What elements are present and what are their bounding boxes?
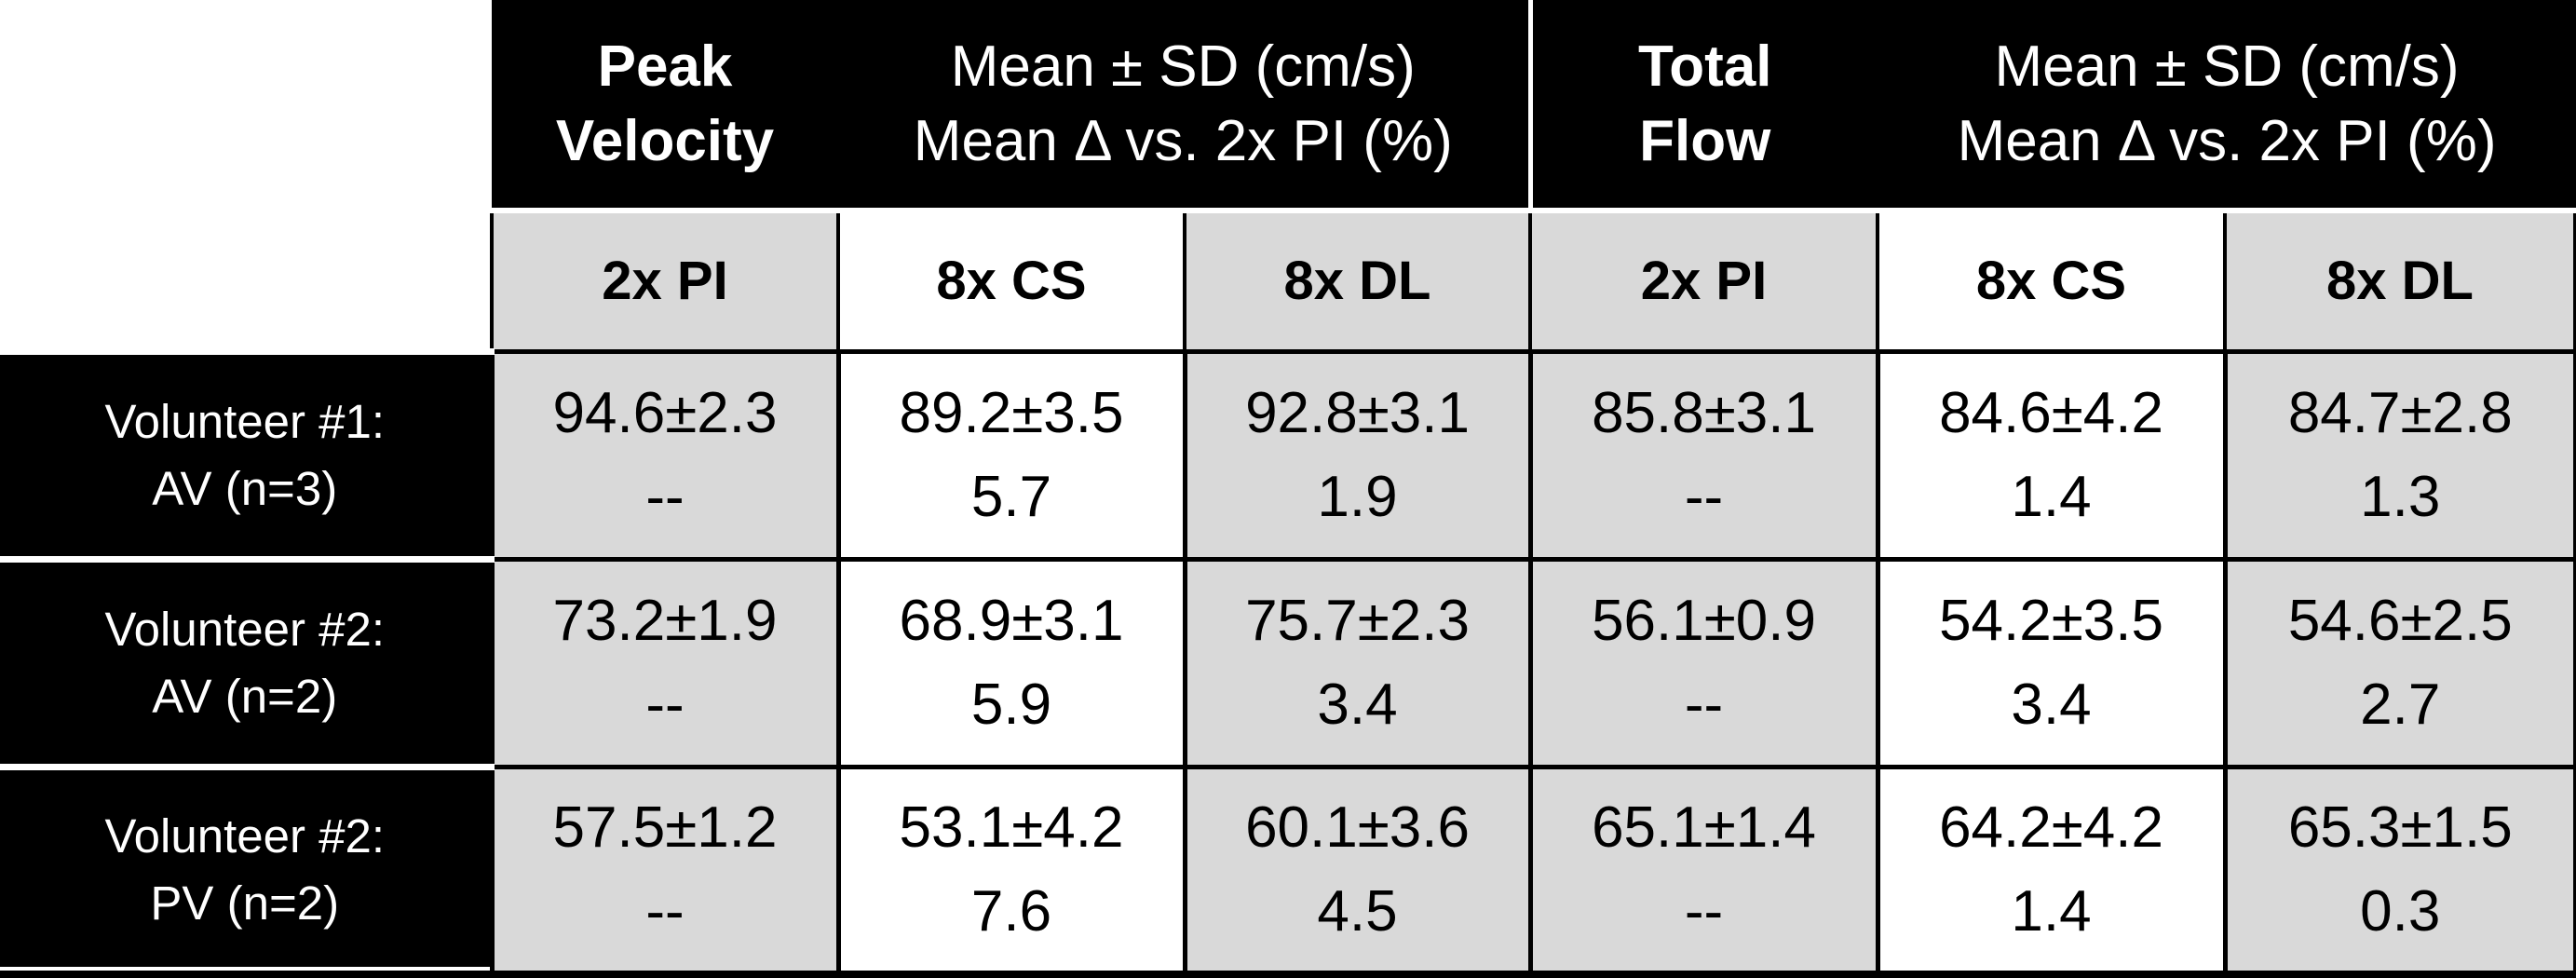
delta-value: 2.7 bbox=[2360, 672, 2441, 737]
mean-sd-value: 65.3±1.5 bbox=[2287, 795, 2513, 860]
table-cell: 85.8±3.1 -- bbox=[1527, 348, 1880, 562]
delta-value: 5.9 bbox=[970, 672, 1052, 737]
row-label: Volunteer #2: PV (n=2) bbox=[0, 763, 492, 978]
delta-value: 1.4 bbox=[2011, 878, 2092, 944]
mean-sd-value: 73.2±1.9 bbox=[552, 588, 778, 653]
table-cell: 57.5±1.2 -- bbox=[489, 764, 841, 978]
flow-stat-line1: Mean ± SD (cm/s) bbox=[1994, 34, 2460, 99]
delta-value: 1.4 bbox=[2011, 464, 2092, 529]
total-flow-group-header: Total Flow bbox=[1527, 0, 1878, 213]
peak-velocity-group-header: Peak Velocity bbox=[492, 0, 838, 213]
row-label-line2: AV (n=3) bbox=[152, 461, 338, 515]
column-header-8xdl-velocity: 8x DL bbox=[1182, 209, 1533, 353]
mean-sd-value: 64.2±4.2 bbox=[1939, 795, 2163, 860]
table-row-volunteer2-av: Volunteer #2: AV (n=2) 73.2±1.9 -- 68.9±… bbox=[0, 555, 2576, 769]
table-cell: 54.2±3.5 3.4 bbox=[1875, 556, 2228, 769]
table-cell: 65.3±1.5 0.3 bbox=[2222, 764, 2576, 978]
table-cell: 53.1±4.2 7.6 bbox=[835, 764, 1187, 978]
header-group-row: Peak Velocity Mean ± SD (cm/s) Mean Δ vs… bbox=[0, 0, 2576, 351]
table-row-volunteer1-av: Volunteer #1: AV (n=3) 94.6±2.3 -- 89.2±… bbox=[0, 347, 2576, 562]
row-label-line1: Volunteer #1: bbox=[104, 394, 386, 448]
row-label: Volunteer #2: AV (n=2) bbox=[0, 555, 492, 767]
total-flow-line2: Flow bbox=[1639, 108, 1771, 173]
mean-sd-value: 56.1±0.9 bbox=[1592, 588, 1816, 653]
column-header-8xcs-flow: 8x CS bbox=[1876, 209, 2228, 353]
delta-value: 3.4 bbox=[2011, 672, 2092, 737]
peak-velocity-line2: Velocity bbox=[555, 108, 775, 173]
column-header-8xdl-flow: 8x DL bbox=[2223, 209, 2576, 353]
table-cell: 92.8±3.1 1.9 bbox=[1182, 348, 1533, 562]
mean-sd-value: 68.9±3.1 bbox=[899, 588, 1124, 653]
delta-value: 7.6 bbox=[970, 878, 1052, 944]
table-cell: 89.2±3.5 5.7 bbox=[835, 348, 1187, 562]
table-cell: 60.1±3.6 4.5 bbox=[1182, 764, 1533, 978]
delta-value: -- bbox=[645, 672, 685, 737]
mean-sd-value: 60.1±3.6 bbox=[1245, 795, 1470, 860]
mean-sd-value: 65.1±1.4 bbox=[1592, 795, 1816, 860]
total-flow-line1: Total bbox=[1638, 34, 1772, 99]
mean-sd-value: 54.2±3.5 bbox=[1939, 588, 2163, 653]
row-label-line1: Volunteer #2: bbox=[104, 809, 386, 863]
table-cell: 75.7±2.3 3.4 bbox=[1182, 556, 1533, 769]
column-header-8xcs-velocity: 8x CS bbox=[836, 209, 1186, 353]
mean-sd-value: 57.5±1.2 bbox=[552, 795, 778, 860]
delta-value: 3.4 bbox=[1317, 672, 1398, 737]
delta-value: -- bbox=[645, 878, 685, 944]
peak-velocity-line1: Peak bbox=[597, 34, 733, 99]
table-cell: 84.6±4.2 1.4 bbox=[1875, 348, 2228, 562]
peak-velocity-stat-header: Mean ± SD (cm/s) Mean Δ vs. 2x PI (%) bbox=[838, 0, 1531, 213]
table-cell: 68.9±3.1 5.9 bbox=[835, 556, 1187, 769]
mean-sd-value: 84.6±4.2 bbox=[1939, 380, 2163, 445]
table-cell: 56.1±0.9 -- bbox=[1527, 556, 1880, 769]
mean-sd-value: 54.6±2.5 bbox=[2287, 588, 2513, 653]
row-label-line1: Volunteer #2: bbox=[104, 602, 386, 656]
condition-header-row: 2x PI 8x CS 8x DL 2x PI 8x CS 8x DL bbox=[0, 209, 2576, 353]
mean-sd-value: 85.8±3.1 bbox=[1592, 380, 1816, 445]
table-row-volunteer2-pv: Volunteer #2: PV (n=2) 57.5±1.2 -- 53.1±… bbox=[0, 763, 2576, 978]
mean-sd-value: 92.8±3.1 bbox=[1245, 380, 1470, 445]
table-cell: 94.6±2.3 -- bbox=[489, 348, 841, 562]
mean-sd-value: 53.1±4.2 bbox=[899, 795, 1124, 860]
corner-cell bbox=[0, 0, 492, 351]
delta-value: -- bbox=[645, 464, 685, 529]
row-label: Volunteer #1: AV (n=3) bbox=[0, 347, 492, 559]
mean-sd-value: 89.2±3.5 bbox=[899, 380, 1124, 445]
delta-value: 1.9 bbox=[1317, 464, 1398, 529]
delta-value: -- bbox=[1684, 464, 1724, 529]
table-cell: 73.2±1.9 -- bbox=[489, 556, 841, 769]
mean-sd-value: 94.6±2.3 bbox=[552, 380, 778, 445]
total-flow-stat-header: Mean ± SD (cm/s) Mean Δ vs. 2x PI (%) bbox=[1878, 0, 2576, 213]
delta-value: 4.5 bbox=[1317, 878, 1398, 944]
mean-sd-value: 75.7±2.3 bbox=[1245, 588, 1470, 653]
peak-stat-line2: Mean Δ vs. 2x PI (%) bbox=[913, 108, 1453, 173]
peak-stat-line1: Mean ± SD (cm/s) bbox=[950, 34, 1416, 99]
delta-value: 5.7 bbox=[970, 464, 1052, 529]
table-cell: 84.7±2.8 1.3 bbox=[2222, 348, 2576, 562]
delta-value: -- bbox=[1684, 672, 1724, 737]
row-label-line2: PV (n=2) bbox=[150, 876, 340, 930]
delta-value: 0.3 bbox=[2360, 878, 2441, 944]
delta-value: 1.3 bbox=[2360, 464, 2441, 529]
delta-value: -- bbox=[1684, 878, 1724, 944]
row-label-line2: AV (n=2) bbox=[152, 669, 338, 723]
column-header-2xpi-flow: 2x PI bbox=[1528, 209, 1880, 353]
table-cell: 64.2±4.2 1.4 bbox=[1875, 764, 2228, 978]
table-cell: 65.1±1.4 -- bbox=[1527, 764, 1880, 978]
table-cell: 54.6±2.5 2.7 bbox=[2222, 556, 2576, 769]
column-header-2xpi-velocity: 2x PI bbox=[490, 209, 840, 353]
flow-stat-line2: Mean Δ vs. 2x PI (%) bbox=[1957, 108, 2497, 173]
mean-sd-value: 84.7±2.8 bbox=[2287, 380, 2513, 445]
